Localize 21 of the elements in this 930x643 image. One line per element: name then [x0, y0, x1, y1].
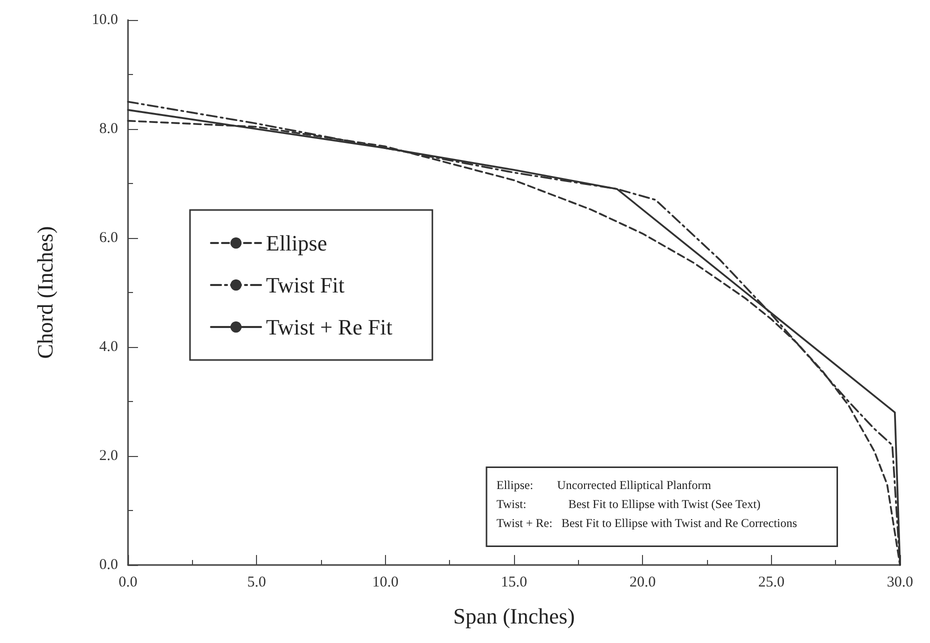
- annotation: Twist: Best Fit to Ellipse with Twist (See Text): [496, 496, 761, 511]
- x-tick-label: 25.0: [758, 574, 784, 590]
- y-tick-label: 0.0: [99, 557, 118, 573]
- y-tick-label: 4.0: [99, 339, 118, 355]
- legend-label: Twist + Re Fit: [266, 314, 392, 340]
- annotation: Ellipse: Uncorrected Elliptical Planform: [496, 478, 712, 492]
- x-tick-label: 20.0: [630, 574, 656, 590]
- x-tick-label: 30.0: [886, 574, 914, 590]
- x-tick-label: 15.0: [500, 574, 528, 590]
- y-tick-label: 10.0: [92, 12, 118, 28]
- x-axis-title: Span (Inches): [453, 604, 575, 628]
- x-tick-label: 0.0: [118, 574, 138, 590]
- annotation: Twist + Re: Best Fit to Ellipse with Twist and Re Corrections: [496, 516, 798, 530]
- y-tick-label: 6.0: [99, 230, 118, 246]
- x-tick-label: 10.0: [372, 574, 398, 590]
- legend-label: Ellipse: [266, 230, 328, 256]
- x-tick-label: 5.0: [247, 574, 266, 590]
- y-tick-label: 2.0: [99, 448, 118, 464]
- y-tick-label: 8.0: [99, 121, 118, 137]
- y-axis-title: Chord (Inches): [32, 226, 58, 359]
- legend-label: Twist Fit: [266, 272, 345, 298]
